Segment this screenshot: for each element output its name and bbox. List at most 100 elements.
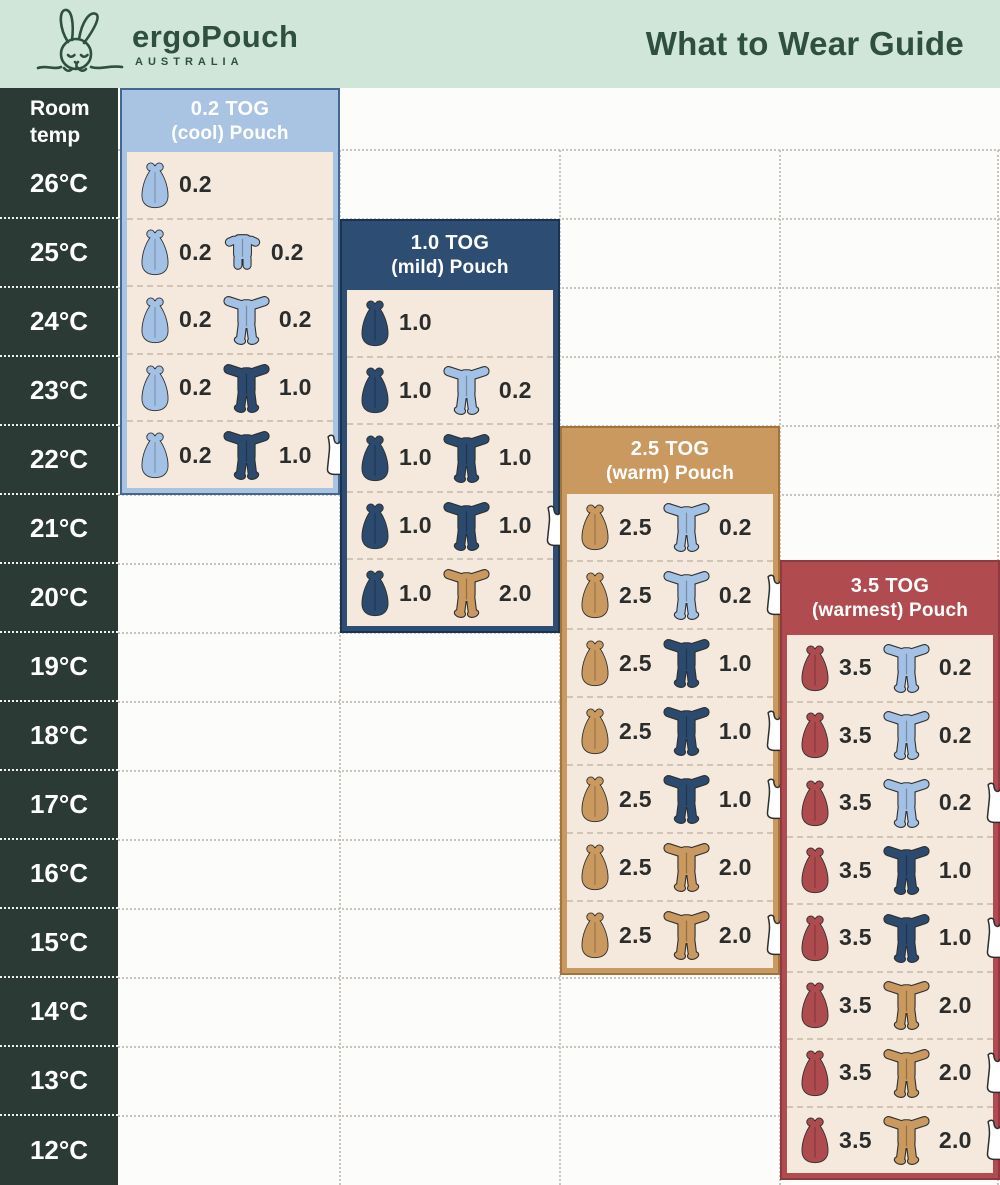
pouch-icon (577, 570, 613, 620)
pouch-icon (357, 298, 393, 348)
pouch-tog-value: 1.0 (399, 444, 432, 471)
pouch-icon (137, 363, 173, 413)
dotted-grid-line (339, 150, 341, 1185)
pouch-icon (577, 842, 613, 892)
suit-tog-value: 1.0 (278, 441, 312, 468)
suit-tog-value: 1.0 (498, 444, 532, 471)
temp-label: 13°C (0, 1047, 118, 1116)
pouch-tog-value: 3.5 (839, 1126, 872, 1153)
suit-tog-value: 2.0 (718, 853, 752, 880)
singlet-icon (980, 1051, 1000, 1095)
sleepsuit-icon (660, 908, 713, 962)
panel-title: 2.5 TOG (630, 437, 710, 460)
guide-row-17c: 2.5 1.0 (567, 766, 773, 834)
panel-title: 0.2 TOG (190, 97, 270, 120)
guide-row-14c: 3.5 2.0 (787, 973, 993, 1040)
pouch-tog-value: 0.2 (179, 171, 212, 198)
sleepsuit-icon (440, 566, 493, 620)
pouch-icon (577, 502, 613, 552)
pouch-tog-value: 3.5 (839, 1059, 872, 1086)
guide-row-20c: 2.5 0.2 (567, 562, 773, 630)
singlet-icon (980, 916, 1000, 960)
panel-header: 1.0 TOG (mild) Pouch (342, 221, 558, 290)
suit-tog-value: 0.2 (718, 513, 752, 540)
suit-tog-value: 0.2 (498, 376, 532, 403)
sleepsuit-icon (880, 911, 933, 965)
suit-tog-value: 0.2 (718, 581, 752, 608)
pouch-icon (357, 501, 393, 551)
temp-column-header: Room temp (0, 88, 118, 150)
temp-label: 21°C (0, 495, 118, 564)
pouch-icon (137, 295, 173, 345)
pouch-tog-value: 2.5 (619, 921, 652, 948)
suit-tog-value: 1.0 (718, 717, 752, 744)
temp-label: 22°C (0, 426, 118, 495)
suit-tog-value: 2.0 (498, 579, 532, 606)
panel-subtitle: (warmest) Pouch (811, 600, 969, 622)
temp-header-line2: temp (30, 123, 81, 147)
pouch-icon (797, 980, 833, 1030)
suit-tog-value: 1.0 (938, 924, 972, 951)
guide-row-15c: 2.5 2.0 (567, 902, 773, 968)
panel-header: 0.2 TOG (cool) Pouch (122, 90, 338, 152)
pouch-tog-value: 2.5 (619, 853, 652, 880)
temp-label: 19°C (0, 633, 118, 702)
guide-row-26c: 0.2 (127, 152, 333, 220)
sleepsuit-icon (220, 361, 273, 415)
temp-label: 18°C (0, 702, 118, 771)
panel-body: 0.2 0.2 0.2 0.2 0.2 0.2 1.0 0.2 1.0 (127, 152, 333, 488)
panel-subtitle: (mild) Pouch (391, 257, 509, 279)
suit-tog-value: 0.2 (938, 654, 972, 681)
panel-body: 1.0 1.0 0.2 1.0 1.0 1.0 1.0 1.0 2.0 (347, 290, 553, 626)
guide-row-19c: 2.5 1.0 (567, 630, 773, 698)
pouch-tog-value: 0.2 (179, 441, 212, 468)
panel-header: 2.5 TOG (warm) Pouch (562, 428, 778, 494)
guide-row-24c: 1.0 (347, 290, 553, 358)
temp-label: 24°C (0, 288, 118, 357)
guide-row-18c: 3.5 0.2 (787, 703, 993, 770)
guide-row-17c: 3.5 0.2 (787, 770, 993, 838)
sleepsuit-icon (880, 708, 933, 762)
sleepsuit-icon (880, 641, 933, 695)
pouch-icon (797, 1115, 833, 1165)
temp-label: 16°C (0, 840, 118, 909)
suit-tog-value: 2.0 (938, 1126, 972, 1153)
sleepsuit-icon (660, 840, 713, 894)
guide-row-12c: 3.5 2.0 (787, 1108, 993, 1174)
pouch-tog-value: 3.5 (839, 991, 872, 1018)
pouch-tog-value: 2.5 (619, 717, 652, 744)
pouch-tog-value: 1.0 (399, 579, 432, 606)
panel-tog-2-5: 2.5 TOG (warm) Pouch 2.5 0.2 2.5 0.2 2.5 1.0 2.5… (560, 426, 780, 975)
pouch-tog-value: 3.5 (839, 924, 872, 951)
temp-label: 14°C (0, 978, 118, 1047)
sleepsuit-icon (660, 772, 713, 826)
sleepsuit-icon (880, 776, 933, 830)
pouch-tog-value: 2.5 (619, 785, 652, 812)
suit-tog-value: 2.0 (718, 921, 752, 948)
pouch-tog-value: 0.2 (179, 374, 212, 401)
panel-title: 3.5 TOG (850, 575, 930, 598)
pouch-icon (357, 365, 393, 415)
guide-row-22c: 0.2 1.0 (127, 422, 333, 488)
suit-tog-value: 1.0 (718, 649, 752, 676)
sleepsuit-icon (440, 499, 493, 553)
brand-country: AUSTRALIA (135, 55, 244, 68)
suit-tog-value: 1.0 (938, 856, 972, 883)
sleepsuit-icon (220, 428, 273, 482)
pouch-tog-value: 3.5 (839, 789, 872, 816)
suit-tog-value: 1.0 (498, 512, 532, 539)
temp-label: 15°C (0, 909, 118, 978)
temp-label: 12°C (29, 1135, 89, 1165)
guide-row-22c: 1.0 1.0 (347, 425, 553, 493)
guide-row-24c: 0.2 0.2 (127, 287, 333, 355)
pouch-icon (357, 568, 393, 618)
sleepsuit-icon (440, 431, 493, 485)
panel-title: 1.0 TOG (410, 232, 490, 255)
temp-label: 26°C (0, 150, 118, 219)
suit-tog-value: 1.0 (278, 374, 312, 401)
singlet-icon (980, 781, 1000, 825)
page-header: ergoPouch AUSTRALIA What to Wear Guide (0, 0, 1000, 88)
suit-tog-value: 2.0 (938, 1059, 972, 1086)
pouch-icon (797, 913, 833, 963)
pouch-tog-value: 2.5 (619, 649, 652, 676)
